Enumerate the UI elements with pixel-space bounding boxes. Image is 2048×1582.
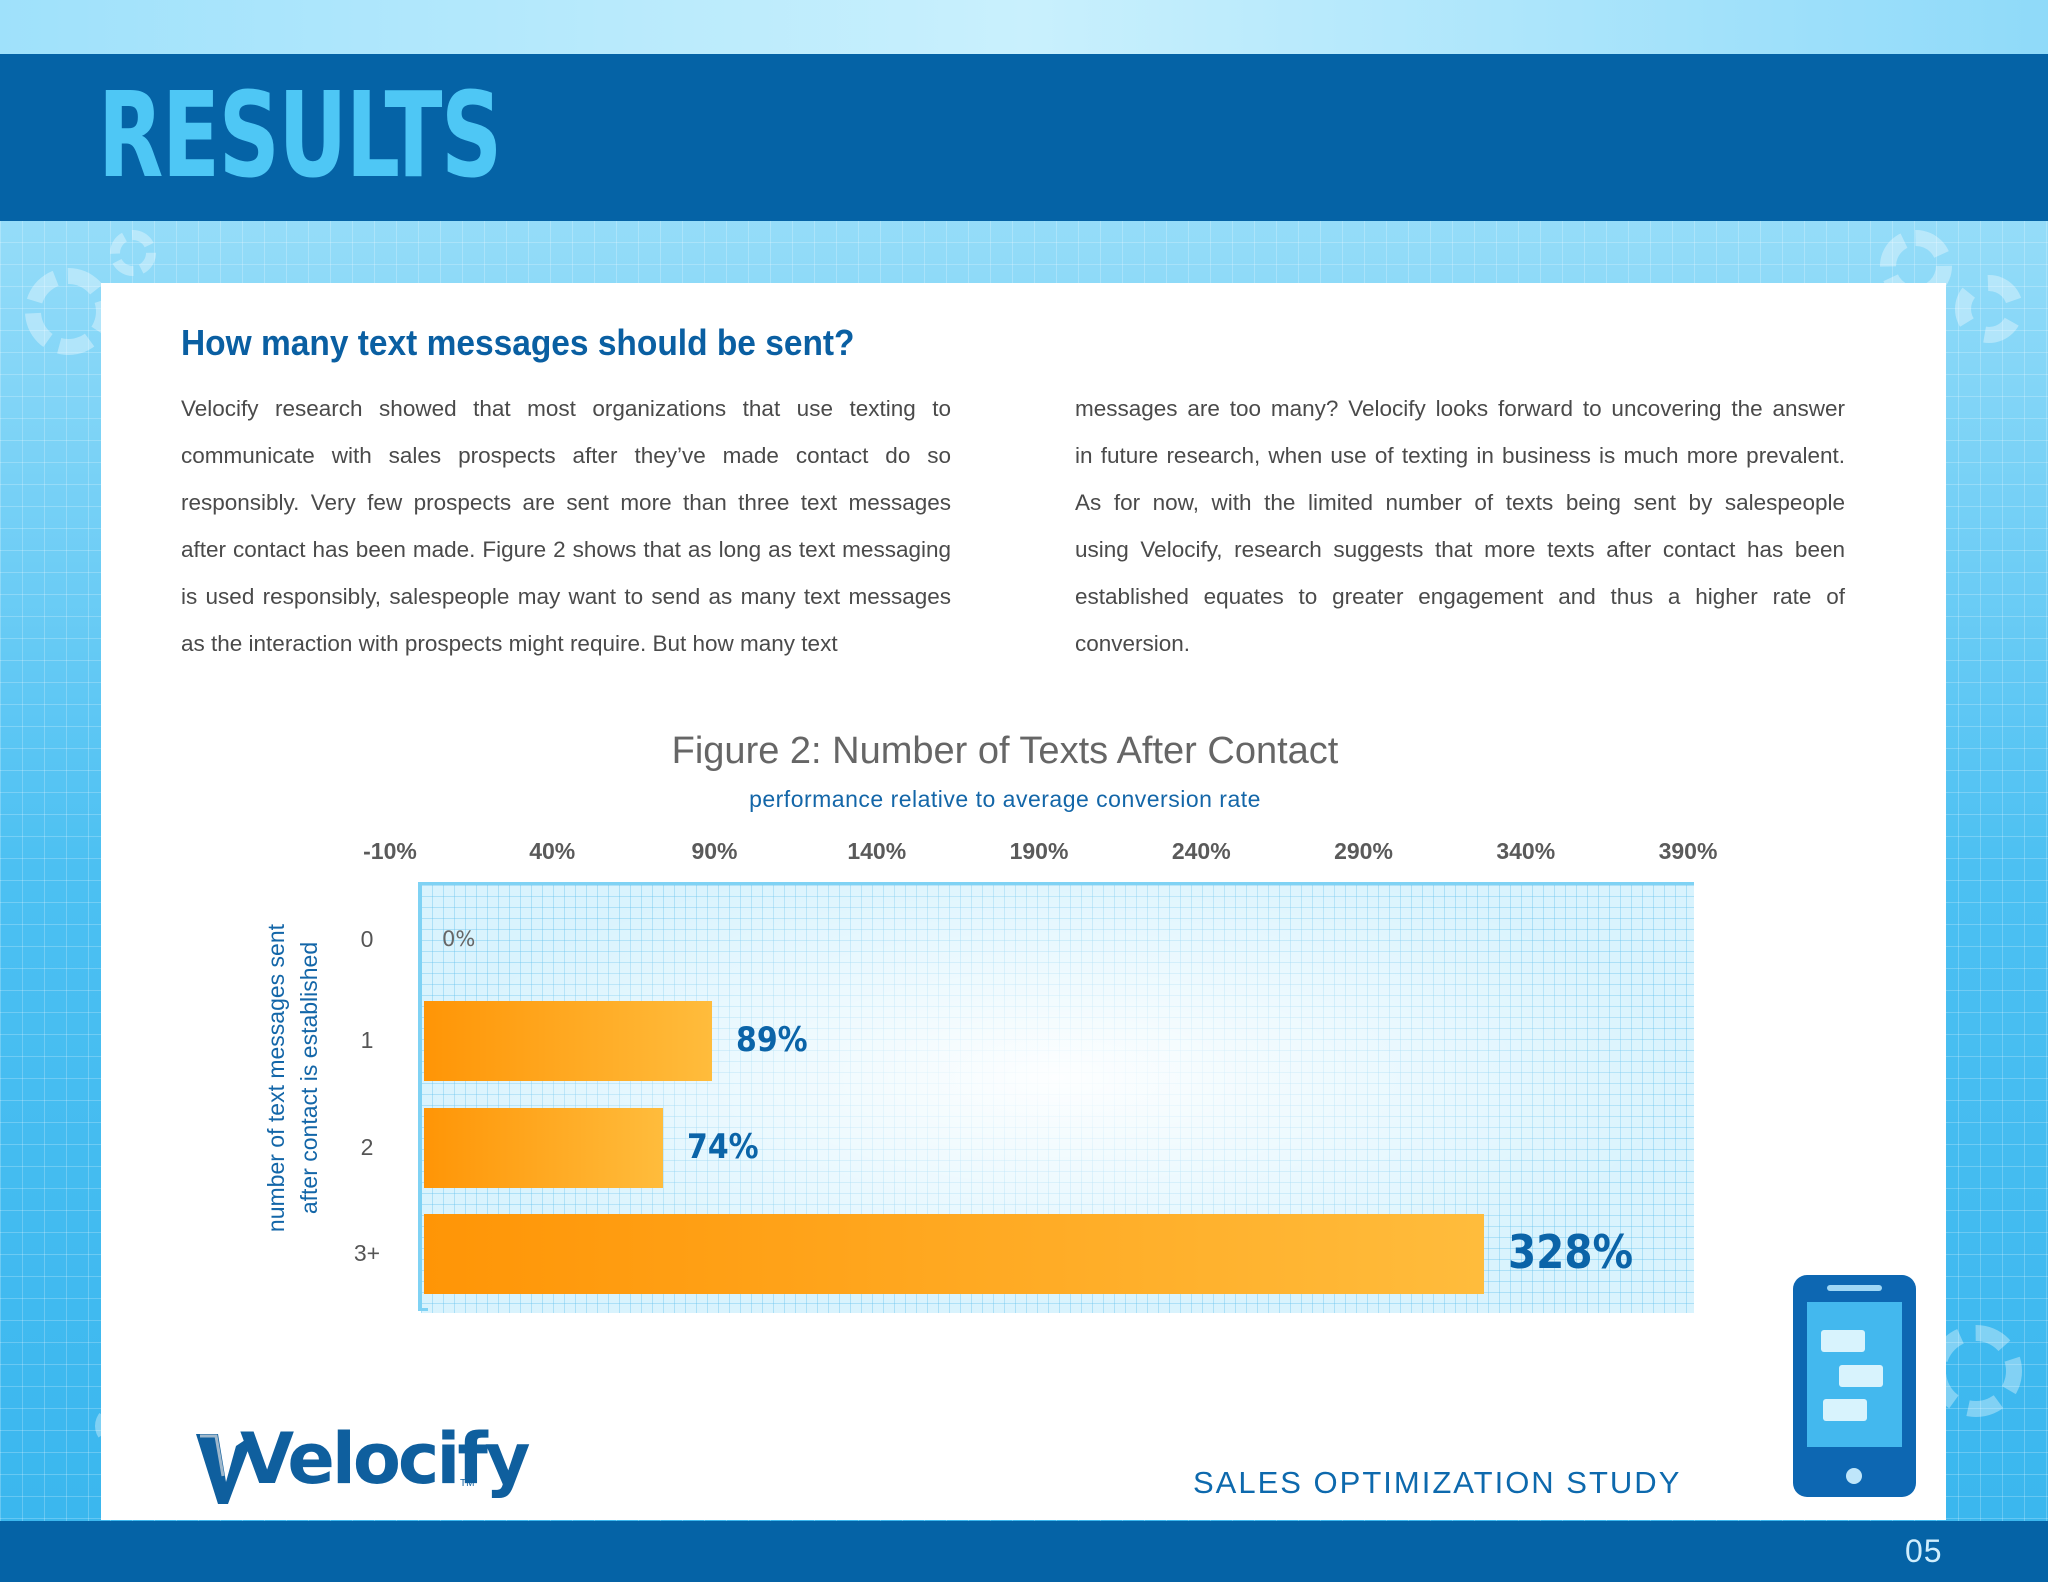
category-label: 0	[360, 926, 374, 952]
category-label: 1	[360, 1027, 374, 1053]
x-tick-label: 340%	[1496, 838, 1556, 864]
y-axis-label: number of text messages sent after conta…	[260, 878, 330, 1278]
data-label: 89%	[735, 1019, 808, 1060]
body-column-right: messages are too many? Velocify looks fo…	[1075, 385, 1845, 667]
gear-icon	[110, 230, 156, 276]
page-title: RESULTS	[98, 66, 502, 204]
body-line: communicate with sales prospects after t…	[181, 443, 951, 468]
x-tick-label: 140%	[847, 838, 907, 864]
y-axis-label-line: number of text messages sent	[263, 923, 289, 1233]
chart-subtitle: performance relative to average conversi…	[749, 786, 1261, 812]
body-line: after contact has been made. Figure 2 sh…	[181, 537, 951, 562]
x-tick-label: 390%	[1658, 838, 1718, 864]
brand-logo-text: Velocify	[240, 1418, 530, 1500]
study-title: SALES OPTIMIZATION STUDY	[1193, 1465, 1682, 1500]
x-tick-label: 190%	[1009, 838, 1069, 864]
category-label: 2	[360, 1134, 374, 1160]
bar-2	[424, 1108, 664, 1188]
x-axis-corner	[418, 1308, 428, 1311]
y-axis-line	[418, 882, 422, 1310]
y-axis-label-line: after contact is established	[296, 941, 322, 1215]
footer-band	[0, 1521, 2048, 1582]
phone-chat-icon	[1793, 1275, 1916, 1497]
section-heading: How many text messages should be sent?	[181, 322, 855, 363]
x-tick-label: 90%	[691, 838, 738, 864]
x-tick-label: 240%	[1171, 838, 1231, 864]
data-label: 74%	[687, 1126, 759, 1167]
x-tick-label: -10%	[363, 838, 417, 864]
x-tick-label: 40%	[529, 838, 576, 864]
header-band	[0, 54, 2048, 221]
body-line: established equates to greater engagemen…	[1075, 584, 1845, 609]
bar-1	[424, 1001, 712, 1081]
body-column-left: Velocify research showed that most organ…	[181, 385, 951, 667]
body-line: is used responsibly, salespeople may wan…	[181, 584, 951, 609]
body-line: as the interaction with prospects might …	[181, 631, 838, 656]
bar-3+	[424, 1214, 1484, 1294]
trademark: TM	[460, 1478, 475, 1489]
body-line: responsibly. Very few prospects are sent…	[181, 490, 951, 515]
x-tick-label: 290%	[1334, 838, 1393, 864]
velocify-logo-icon	[196, 1434, 254, 1504]
chart-title: Figure 2: Number of Texts After Contact	[671, 730, 1339, 772]
body-line: Velocify research showed that most organ…	[181, 396, 951, 421]
page-number: 05	[1905, 1533, 1943, 1569]
gear-icon	[25, 268, 112, 355]
body-line: conversion.	[1075, 631, 1191, 656]
data-label: 328%	[1508, 1225, 1634, 1280]
top-decorative-strip	[0, 0, 2048, 54]
category-label: 3+	[353, 1240, 381, 1266]
gear-icon	[1955, 275, 2023, 343]
body-line: messages are too many? Velocify looks fo…	[1075, 396, 1845, 421]
body-line: using Velocify, research suggests that m…	[1075, 537, 1845, 562]
body-line: As for now, with the limited number of t…	[1075, 490, 1845, 515]
data-label: 0%	[442, 927, 476, 951]
body-line: in future research, when use of texting …	[1075, 443, 1845, 468]
